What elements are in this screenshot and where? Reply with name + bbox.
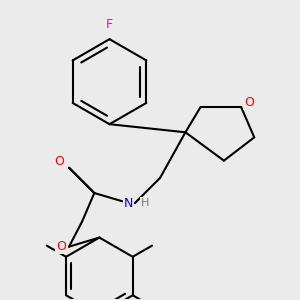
Text: F: F <box>106 19 113 32</box>
Text: O: O <box>56 240 66 253</box>
Text: O: O <box>54 155 64 168</box>
Text: O: O <box>244 96 254 110</box>
Text: N: N <box>124 196 134 210</box>
Text: H: H <box>141 198 149 208</box>
